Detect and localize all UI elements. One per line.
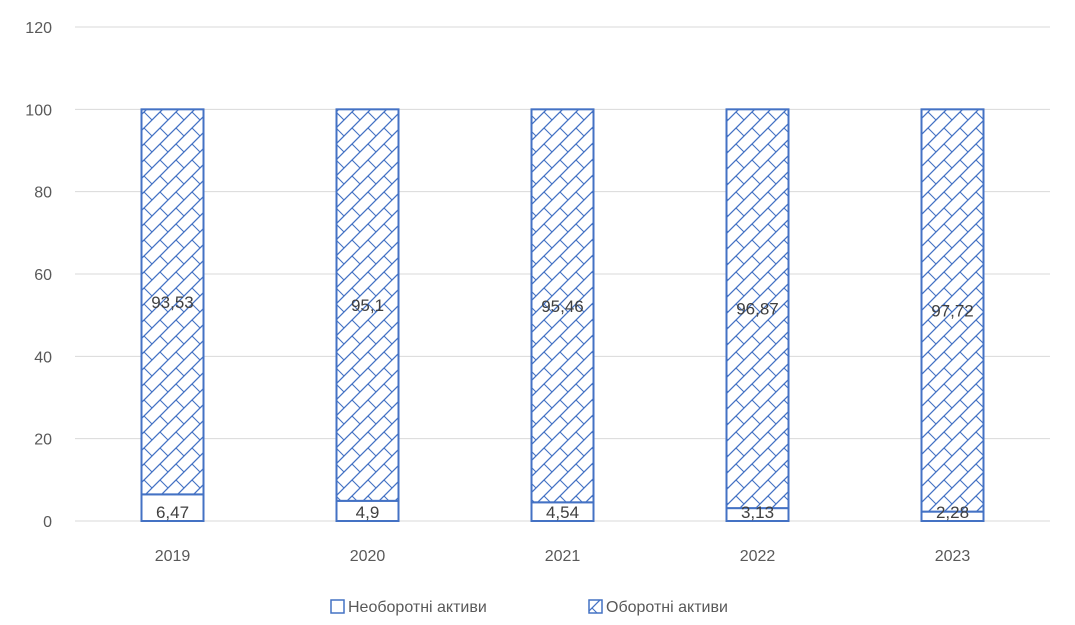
legend-label: Необоротні активи (348, 599, 487, 616)
y-tick-label: 100 (25, 102, 52, 119)
y-tick-label: 60 (34, 267, 52, 284)
legend-item: Необоротні активи (330, 599, 487, 616)
legend-swatch (588, 599, 603, 614)
y-tick-label: 0 (43, 514, 52, 531)
y-tick-label: 20 (34, 432, 52, 449)
legend-label: Оборотні активи (606, 599, 728, 616)
x-tick-label: 2021 (545, 548, 581, 565)
y-tick-label: 80 (34, 185, 52, 202)
bar-segment (140, 108, 205, 496)
bar-segment (725, 108, 790, 510)
x-axis-ticks: 2019 2020 2021 2022 2023 (155, 548, 971, 565)
data-label: 95,46 (541, 297, 584, 316)
data-label: 93,53 (151, 293, 194, 312)
bar-segment (335, 108, 400, 502)
bars (140, 108, 985, 523)
legend-swatch (330, 599, 345, 614)
data-labels: 6,47 93,53 4,9 95,1 4,54 95,46 3,13 96,87 2,28 97… (151, 293, 974, 522)
x-tick-label: 2019 (155, 548, 191, 565)
data-label: 4,9 (356, 503, 380, 522)
data-label: 6,47 (156, 503, 189, 522)
data-label: 96,87 (736, 300, 779, 319)
data-label: 97,72 (931, 301, 974, 320)
data-label: 4,54 (546, 503, 579, 522)
bar-segment (530, 108, 595, 504)
data-label: 95,1 (351, 296, 384, 315)
legend: Необоротні активи Оборотні активи (330, 599, 728, 616)
y-axis-ticks: 0 20 40 60 80 100 120 (25, 20, 52, 531)
x-tick-label: 2023 (935, 548, 971, 565)
bar-segment (920, 108, 985, 513)
y-tick-label: 120 (25, 20, 52, 37)
x-tick-label: 2022 (740, 548, 776, 565)
data-label: 2,28 (936, 503, 969, 522)
bar-segment (140, 493, 205, 523)
y-tick-label: 40 (34, 349, 52, 366)
data-label: 3,13 (741, 503, 774, 522)
x-tick-label: 2020 (350, 548, 386, 565)
legend-item: Оборотні активи (588, 599, 728, 616)
